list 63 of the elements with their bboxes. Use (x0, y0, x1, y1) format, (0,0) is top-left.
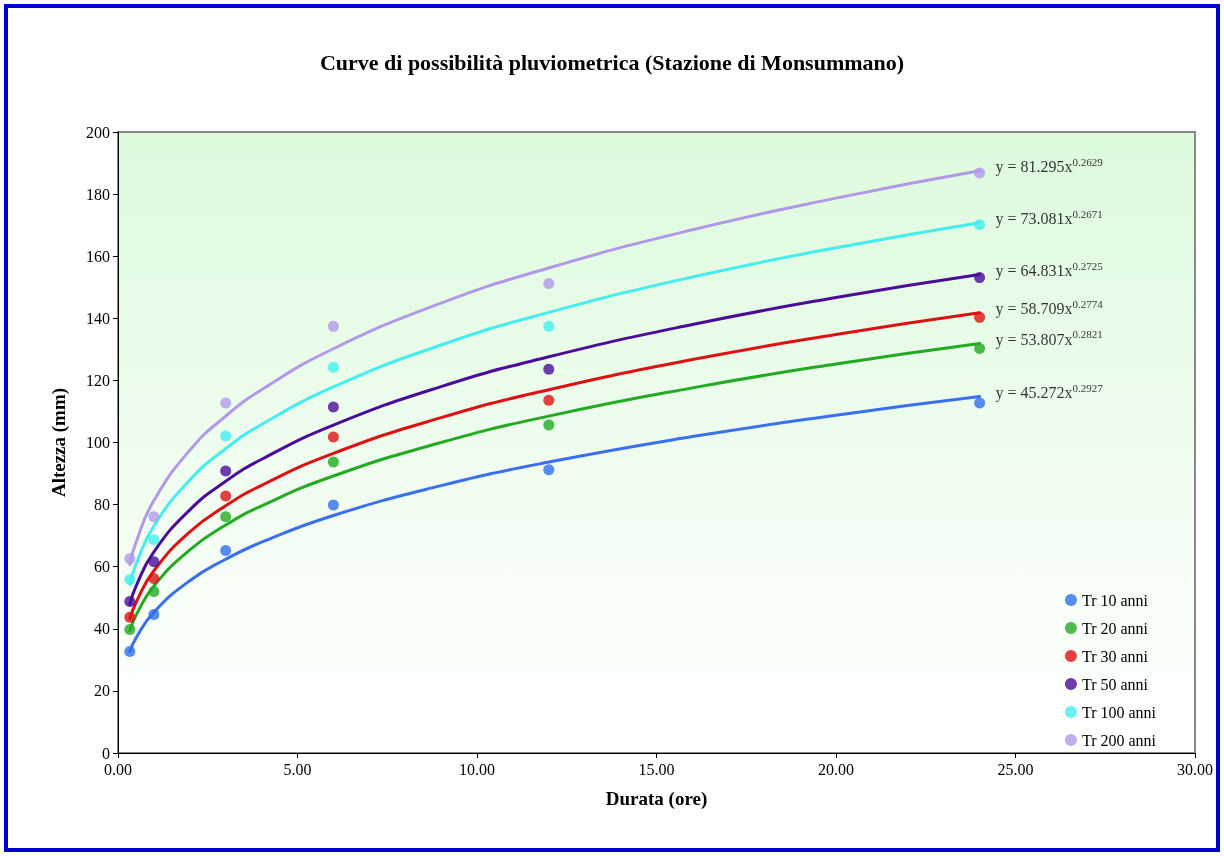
point (327, 401, 339, 413)
point (148, 609, 160, 621)
point (220, 545, 232, 557)
point (974, 167, 986, 179)
point (220, 511, 232, 523)
y-tick-label: 40 (94, 620, 110, 638)
point (220, 490, 232, 502)
point (220, 397, 232, 409)
point (974, 342, 986, 354)
point (543, 278, 555, 290)
point (148, 586, 160, 598)
legend-label: Tr 10 anni (1081, 591, 1149, 609)
point (543, 419, 555, 431)
point (543, 363, 555, 375)
point (124, 623, 136, 635)
point (327, 456, 339, 468)
point (148, 556, 160, 568)
x-tick-label: 30.00 (1177, 760, 1213, 778)
y-tick-label: 120 (86, 371, 110, 389)
y-tick-label: 200 (86, 123, 110, 141)
point (974, 311, 986, 323)
point (543, 320, 555, 332)
legend-label: Tr 50 anni (1081, 675, 1149, 693)
y-tick-label: 60 (94, 558, 110, 576)
y-tick-label: 80 (94, 496, 110, 514)
point (974, 219, 986, 231)
x-tick-label: 0.00 (104, 760, 132, 778)
y-tick-label: 100 (86, 434, 110, 451)
x-tick-label: 10.00 (459, 760, 495, 778)
y-tick-label: 20 (94, 682, 110, 700)
x-tick-label: 25.00 (997, 760, 1034, 778)
point (148, 573, 160, 584)
point (148, 511, 160, 523)
point (220, 430, 232, 442)
x-axis-title: Durata (ore) (605, 788, 708, 810)
point (327, 431, 339, 443)
legend-label: Tr 20 anni (1081, 619, 1149, 637)
chart-title: Curve di possibilità pluviometrica (Stazione di Monsummano) (319, 49, 905, 75)
point (974, 397, 986, 409)
legend-label: Tr 100 anni (1081, 703, 1157, 721)
point (220, 465, 232, 477)
point (327, 499, 339, 511)
y-tick-label: 160 (86, 247, 110, 265)
point (327, 320, 339, 332)
legend-label: Tr 30 anni (1081, 647, 1149, 665)
x-tick-label: 15.00 (638, 760, 675, 778)
point (124, 573, 136, 585)
point (124, 611, 136, 623)
point (974, 272, 986, 284)
x-tick-label: 5.00 (283, 760, 312, 778)
point (148, 534, 160, 546)
point (124, 595, 136, 607)
point (124, 645, 136, 657)
legend-label: Tr 200 anni (1081, 731, 1157, 749)
y-tick-label: 0 (102, 744, 110, 762)
point (124, 553, 136, 565)
point (543, 464, 555, 476)
y-tick-label: 180 (86, 185, 110, 203)
y-axis-title: Altezza (mm) (48, 387, 70, 498)
point (327, 361, 339, 373)
y-tick-label: 140 (86, 309, 110, 327)
x-tick-label: 20.00 (818, 760, 854, 778)
point (543, 394, 555, 406)
